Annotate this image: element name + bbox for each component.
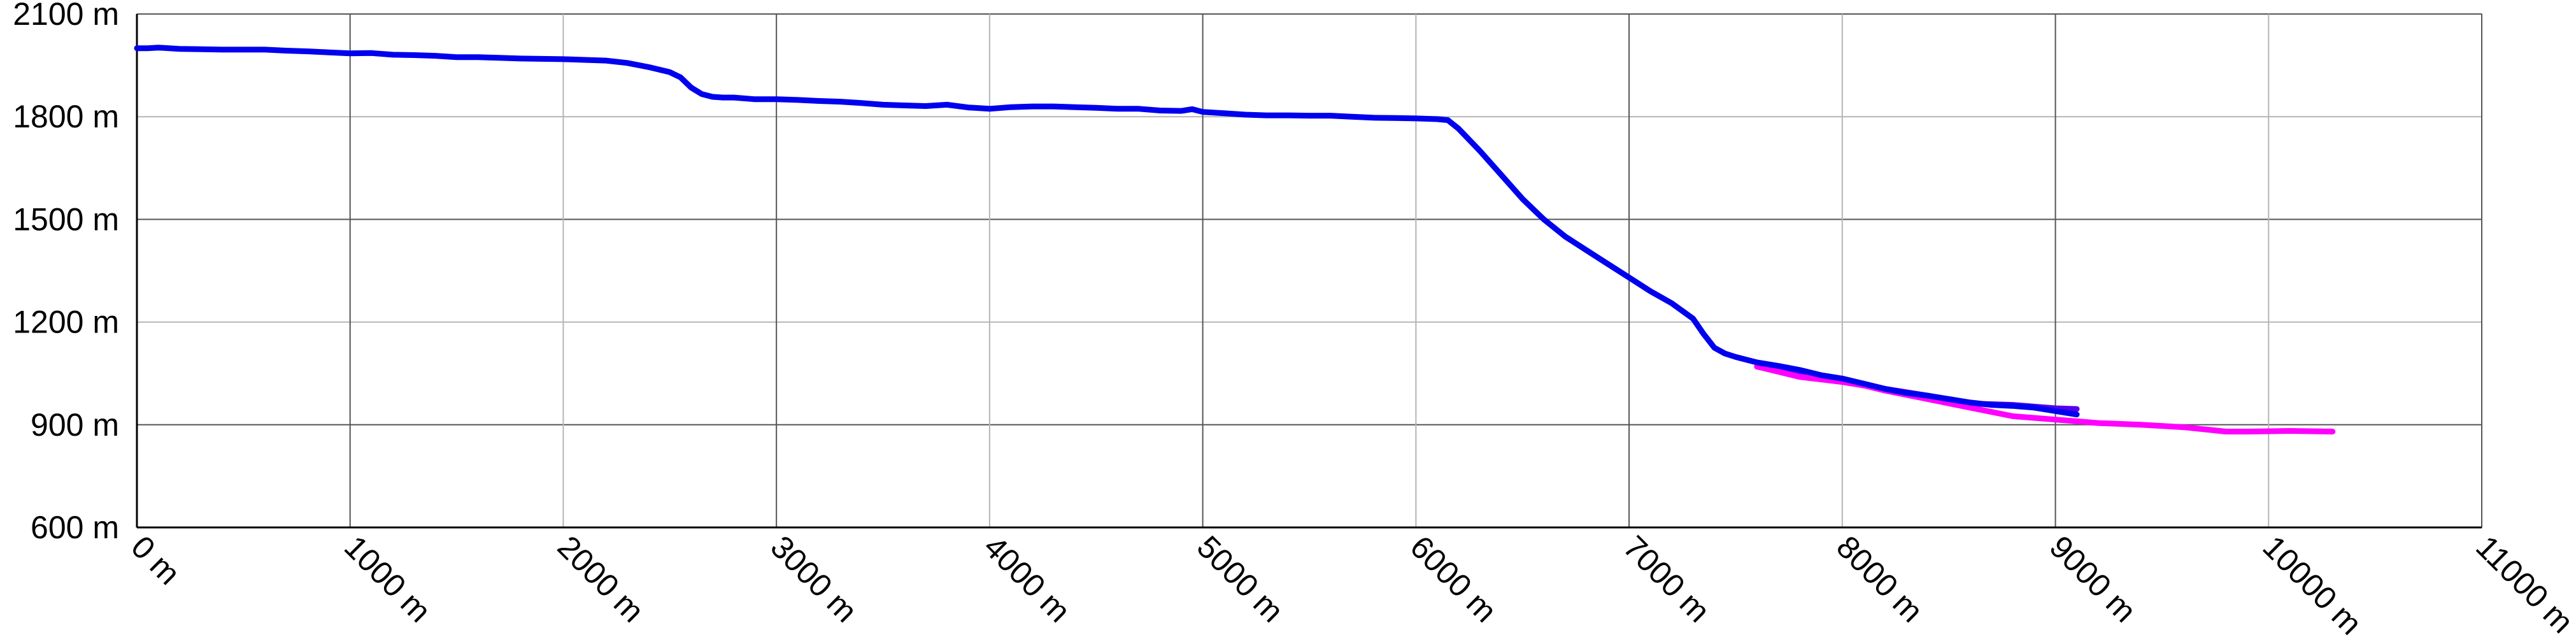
x-tick-label: 3000 m [764,529,864,629]
x-axis-tick-labels: 0 m 1000 m 2000 m 3000 m 4000 m 5000 m 6000 m 7… [124,529,2576,637]
elevation-series [134,45,2336,434]
x-tick-label: 7000 m [1616,529,1717,629]
chart-axes [136,14,2482,529]
x-tick-label: 10000 m [2256,529,2368,637]
y-tick-label: 600 m [31,510,119,545]
y-tick-label: 1500 m [13,201,119,237]
grid-lines [136,13,2482,528]
x-tick-label: 6000 m [1404,529,1504,629]
y-tick-label: 1800 m [13,99,119,134]
x-tick-label: 0 m [124,529,187,592]
x-tick-label: 4000 m [977,529,1078,629]
x-tick-label: 9000 m [2043,529,2144,629]
y-tick-label: 900 m [31,407,119,443]
y-tick-label: 1200 m [13,304,119,340]
series-line-3 [134,45,2080,418]
x-tick-label: 11000 m [2469,529,2576,637]
x-tick-label: 1000 m [338,529,438,629]
x-tick-label: 5000 m [1190,529,1291,629]
y-tick-label: 2100 m [13,0,119,32]
plot-area-border [136,13,2482,528]
y-axis-tick-labels: 600 m 900 m 1200 m 1500 m 1800 m 2100 m [13,0,119,545]
x-tick-label: 8000 m [1830,529,1930,629]
x-tick-label: 2000 m [551,529,651,629]
